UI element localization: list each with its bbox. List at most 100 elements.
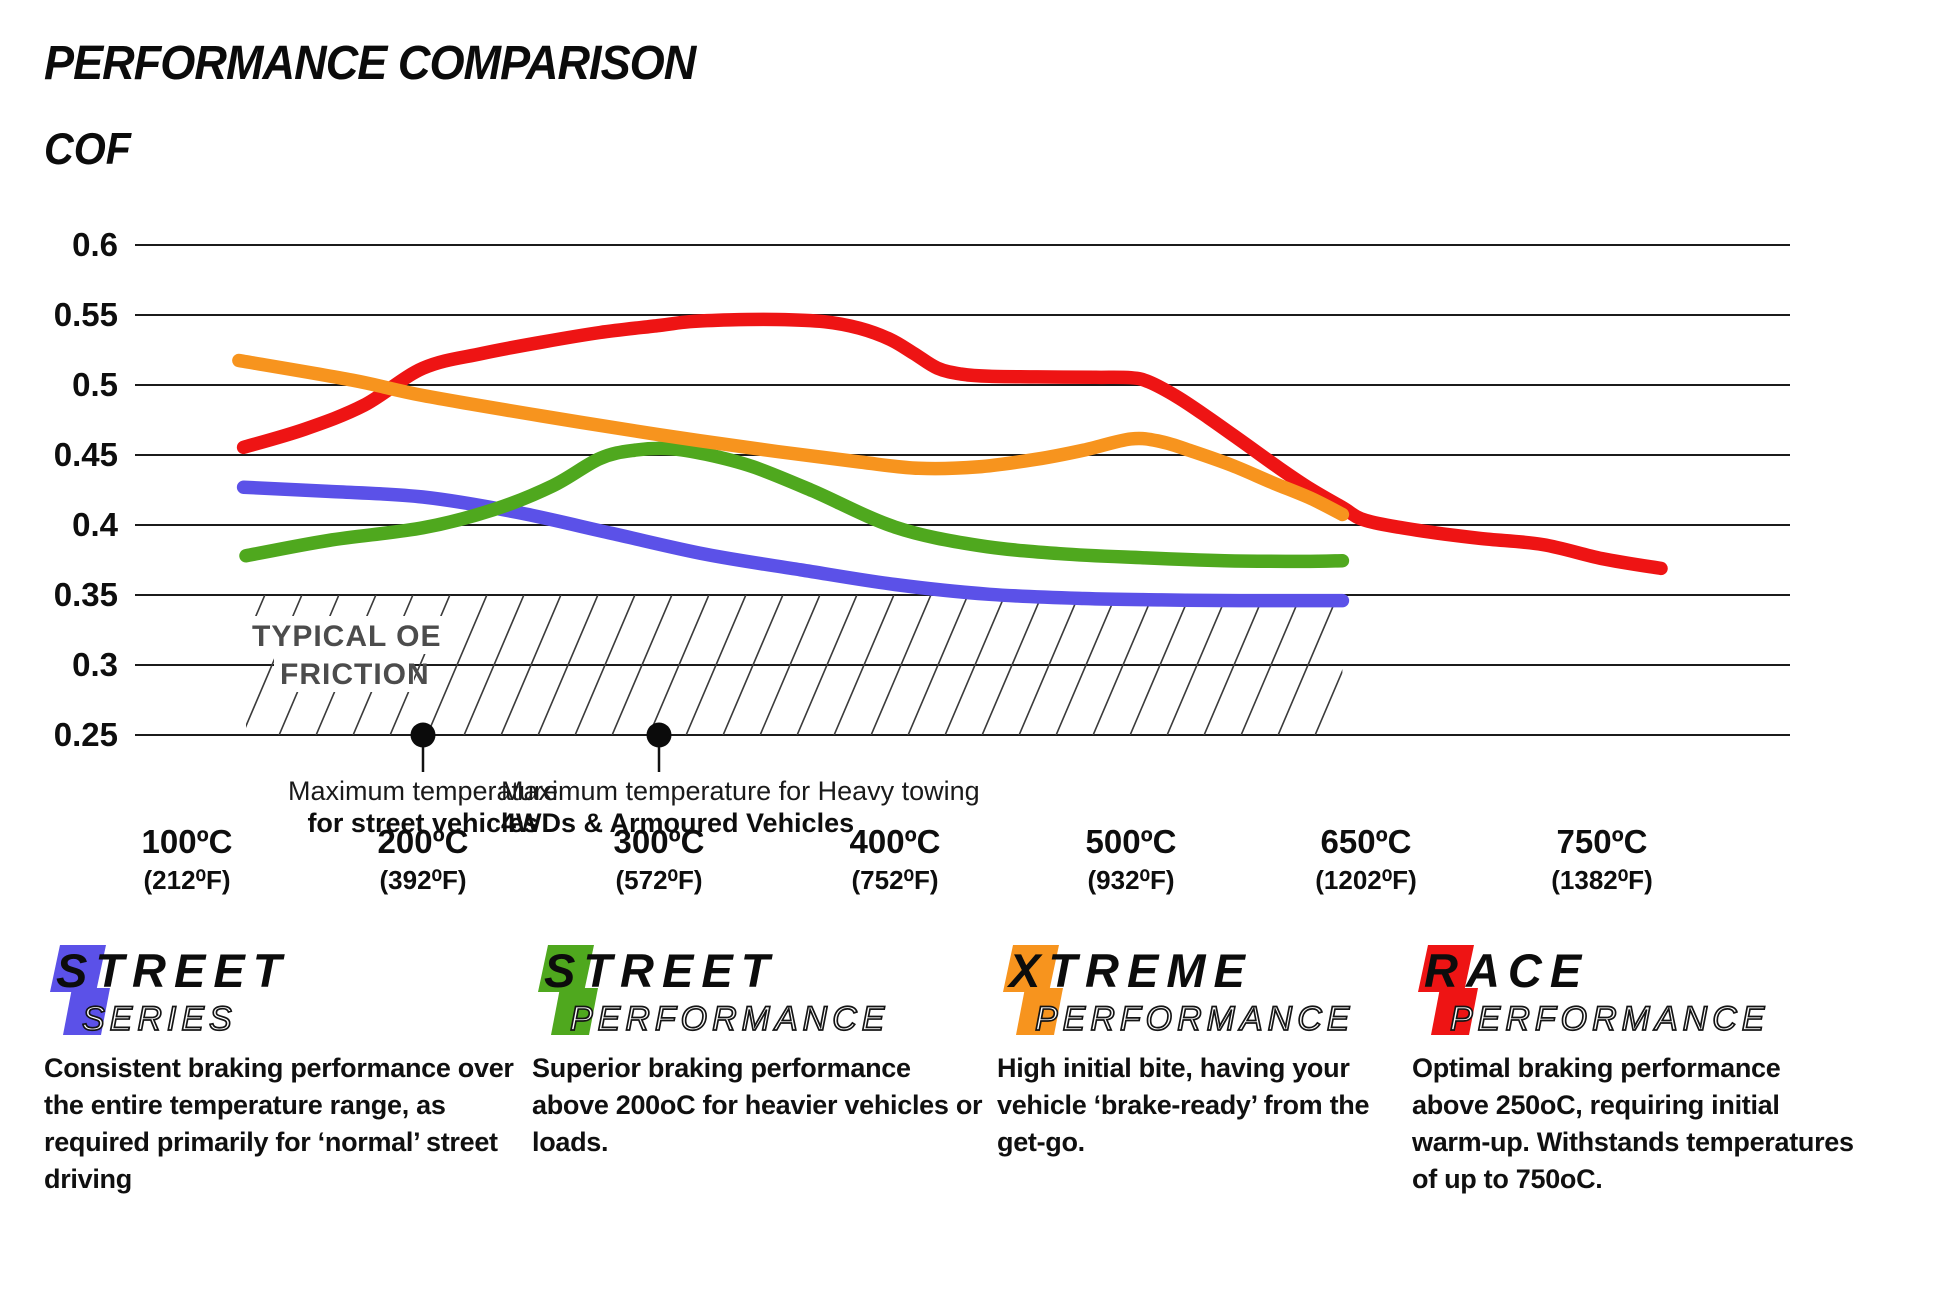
x-tick-sublabel: (212⁰F) xyxy=(143,865,230,895)
hatch-line xyxy=(759,595,821,735)
x-axis-labels: 100ºC (212⁰F) 200ºC (392⁰F) 300ºC (572⁰F) 400º… xyxy=(142,823,1653,895)
x-tick-label: 100ºC xyxy=(142,823,233,860)
logo-sub: SERIES xyxy=(82,1000,237,1038)
legend-xtreme-performance: XTREME PERFORMANCE High initial bite, ha… xyxy=(997,942,1382,1157)
xtreme-performance-logo: XTREME PERFORMANCE xyxy=(1003,944,1354,1039)
logo-block-top xyxy=(1003,945,1059,992)
hatch-line xyxy=(463,595,525,735)
x-tick-label: 300ºC xyxy=(614,823,705,860)
x-tick-sublabel: (932⁰F) xyxy=(1087,865,1174,895)
max-temp-dot xyxy=(410,722,436,748)
hatch-line xyxy=(574,595,636,735)
hatch-lines xyxy=(246,595,1343,735)
logo-block-top xyxy=(538,945,594,992)
x-tick-label: 200ºC xyxy=(378,823,469,860)
logo-block-bottom xyxy=(1016,988,1063,1035)
hatch-line xyxy=(500,595,562,735)
annotation-line1: Maximum temperature for Heavy towing xyxy=(501,776,980,806)
legend-description: Optimal braking performance above 250oC,… xyxy=(1412,1053,1854,1194)
hatch-line xyxy=(944,595,1006,735)
annotation-line2: 4WDs & Armoured Vehicles xyxy=(501,808,854,838)
hatch-line xyxy=(1240,595,1302,735)
y-axis-title: COF xyxy=(44,124,131,174)
x-tick-sublabel: (1202⁰F) xyxy=(1315,865,1416,895)
oe-label-backdrop xyxy=(274,654,414,692)
logo-word: STREET xyxy=(56,944,289,997)
hatch-line xyxy=(1314,669,1343,735)
legend-race-performance: RACE PERFORMANCE Optimal braking perform… xyxy=(1412,942,1862,1194)
hatch-line xyxy=(1092,595,1154,735)
street-series-logo: STREET SERIES xyxy=(50,944,289,1039)
annotation-line2: for street vehicles xyxy=(307,808,538,838)
hatch-line xyxy=(685,595,747,735)
y-tick-label: 0.55 xyxy=(54,296,118,333)
x-tick-label: 400ºC xyxy=(850,823,941,860)
hatch-line xyxy=(1129,595,1191,735)
legend-street-series: STREET SERIES Consistent braking perform… xyxy=(44,942,514,1194)
curve-street-performance xyxy=(239,441,1350,569)
hatch-line xyxy=(537,595,599,735)
typical-oe-friction-band: TYPICAL OE FRICTION xyxy=(246,595,1343,735)
hatch-line xyxy=(796,595,858,735)
performance-comparison-chart: TYPICAL OE FRICTION Maximum temperaturefo… xyxy=(54,226,1790,895)
annotation-line1: Maximum temperature xyxy=(288,776,558,806)
x-tick-sublabel: (1382⁰F) xyxy=(1551,865,1652,895)
hatch-line xyxy=(1055,595,1117,735)
logo-block-bottom xyxy=(63,988,110,1035)
hatch-line xyxy=(246,595,266,642)
hatch-line xyxy=(833,595,895,735)
logo-sub: PERFORMANCE xyxy=(1035,1000,1354,1038)
legend-description: Consistent braking performance over the … xyxy=(44,1053,514,1194)
logo-block-bottom xyxy=(1431,988,1478,1035)
page-title: PERFORMANCE COMPARISON xyxy=(44,35,696,90)
hatch-line xyxy=(1277,595,1339,735)
logo-word: RACE xyxy=(1424,944,1589,997)
oe-band-label-line2: FRICTION xyxy=(280,658,430,691)
hatch-line xyxy=(1018,595,1080,735)
logo-block-top xyxy=(50,945,106,992)
series-curves xyxy=(232,312,1668,608)
curve-race-performance xyxy=(236,312,1668,576)
hatch-line xyxy=(246,595,303,728)
hatch-line xyxy=(1203,595,1265,735)
y-tick-label: 0.4 xyxy=(72,506,119,543)
legend-street-performance: STREET PERFORMANCE Superior braking perf… xyxy=(532,942,992,1157)
x-tick-sublabel: (572⁰F) xyxy=(615,865,702,895)
hatch-line xyxy=(907,595,969,735)
hatch-line xyxy=(1166,595,1228,735)
curve-street-series xyxy=(236,480,1350,608)
hatch-line xyxy=(611,595,673,735)
logo-word: STREET xyxy=(544,944,777,997)
hatch-line xyxy=(648,595,710,735)
logo-sub: PERFORMANCE xyxy=(570,1000,889,1038)
logo-word: XTREME xyxy=(1006,944,1253,997)
oe-label-backdrop xyxy=(246,616,442,654)
y-tick-label: 0.45 xyxy=(54,436,118,473)
logo-block-bottom xyxy=(551,988,598,1035)
x-tick-label: 650ºC xyxy=(1321,823,1412,860)
x-tick-sublabel: (752⁰F) xyxy=(851,865,938,895)
logo-sub: PERFORMANCE xyxy=(1450,1000,1769,1038)
x-tick-label: 750ºC xyxy=(1557,823,1648,860)
y-tick-label: 0.3 xyxy=(72,646,118,683)
hatch-line xyxy=(389,595,451,735)
y-axis-labels: 0.6 0.55 0.5 0.45 0.4 0.35 0.3 0.25 xyxy=(54,226,119,753)
hatch-line xyxy=(870,595,932,735)
race-performance-logo: RACE PERFORMANCE xyxy=(1418,944,1769,1039)
oe-band-label-line1: TYPICAL OE xyxy=(252,620,441,653)
x-tick-sublabel: (392⁰F) xyxy=(379,865,466,895)
x-tick-label: 500ºC xyxy=(1086,823,1177,860)
hatch-line xyxy=(426,595,488,735)
hatch-line xyxy=(981,595,1043,735)
hatch-line xyxy=(722,595,784,735)
y-tick-label: 0.35 xyxy=(54,576,118,613)
legend-description: High initial bite, having your vehicle ‘… xyxy=(997,1053,1370,1157)
logo-block-top xyxy=(1418,945,1474,992)
street-performance-logo: STREET PERFORMANCE xyxy=(538,944,889,1039)
legend-description: Superior braking performance above 200oC… xyxy=(532,1053,983,1157)
max-temp-dot xyxy=(646,722,672,748)
y-tick-label: 0.25 xyxy=(54,716,118,753)
curve-xtreme-performance xyxy=(232,353,1350,522)
